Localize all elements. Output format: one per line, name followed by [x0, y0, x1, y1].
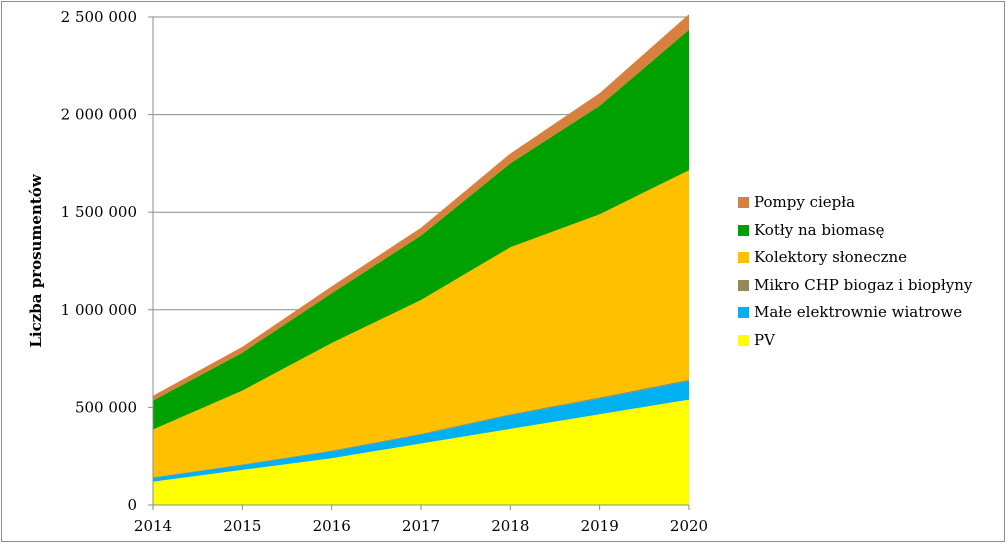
- legend-item-solar-collectors: Kolektory słoneczne: [736, 247, 1004, 275]
- legend-label: Kolektory słoneczne: [754, 248, 908, 266]
- y-tick-labels: 0 500 000 1 000 000 1 500 000 2 000 000 2 500…: [61, 8, 137, 514]
- area-male-elektrownie-wiatrowe: [153, 381, 689, 482]
- legend-swatch: [738, 334, 749, 346]
- axes: [148, 16, 690, 510]
- legend-item-micro-chp: Mikro CHP biogaz i biopłyny: [736, 275, 1004, 303]
- series-areas: [153, 14, 689, 505]
- legend-swatch: [738, 197, 749, 208]
- area-pv: [153, 399, 689, 505]
- legend-label: PV: [754, 330, 775, 349]
- legend: Pompy ciepła Kotły na biomasę Kolektory …: [736, 192, 1004, 357]
- legend-label: Pompy ciepła: [754, 193, 856, 211]
- legend-label: Małe elektrownie wiatrowe: [754, 303, 963, 321]
- legend-item-heat-pumps: Pompy ciepła: [736, 192, 1004, 220]
- y-tick-label: 2 000 000: [61, 106, 137, 124]
- y-tick-label: 1 500 000: [61, 203, 137, 221]
- x-tick-label: 2016: [313, 517, 351, 535]
- x-tick-label: 2020: [670, 517, 708, 535]
- legend-label: Kotły na biomasę: [754, 220, 885, 239]
- legend-item-pv: PV: [736, 330, 1004, 358]
- y-tick-label: 1 000 000: [61, 301, 137, 319]
- legend-label: Mikro CHP biogaz i biopłyny: [754, 275, 973, 294]
- legend-item-small-wind: Małe elektrownie wiatrowe: [736, 302, 1004, 330]
- y-tick-label: 0: [127, 496, 137, 514]
- y-axis-label: Liczba prosumentów: [27, 173, 45, 347]
- x-tick-label: 2015: [223, 517, 261, 535]
- legend-swatch: [738, 279, 749, 291]
- y-tick-label: 2 500 000: [61, 8, 137, 26]
- y-tick-label: 500 000: [75, 398, 137, 416]
- legend-swatch: [738, 307, 749, 318]
- x-tick-labels: 2014 2015 2016 2017 2018 2019 2020: [134, 517, 708, 535]
- x-tick-label: 2019: [581, 517, 619, 535]
- legend-swatch: [738, 224, 749, 236]
- x-tick-label: 2014: [134, 517, 172, 535]
- x-tick-label: 2018: [491, 517, 529, 535]
- x-tick-label: 2017: [402, 517, 440, 535]
- area-kolektory-sloneczne: [153, 170, 689, 478]
- legend-swatch: [738, 252, 749, 263]
- legend-item-biomass-boilers: Kotły na biomasę: [736, 220, 1004, 248]
- area-kotly-na-biomase: [153, 29, 689, 430]
